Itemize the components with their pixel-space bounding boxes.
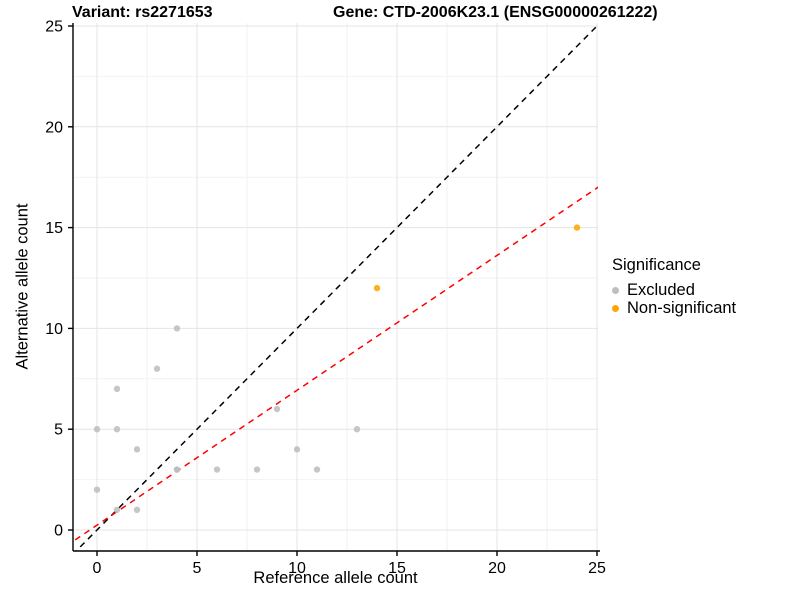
- data-point: [113, 426, 121, 433]
- y-axis-title: Alternative allele count: [13, 203, 32, 370]
- identity-line: [75, 23, 598, 551]
- x-tick-label: 15: [388, 560, 406, 577]
- x-tick-label: 10: [288, 560, 306, 577]
- data-point: [113, 506, 121, 514]
- y-tick-label: 15: [45, 220, 63, 237]
- legend-item-label: Non-significant: [627, 298, 737, 317]
- data-point: [153, 365, 161, 372]
- data-point: [93, 426, 101, 433]
- legend-items: Excluded Non-significant: [612, 281, 736, 317]
- y-tick-label: 10: [45, 321, 63, 338]
- legend-swatch-icon: [612, 286, 619, 294]
- legend-title: Significance: [612, 256, 701, 274]
- x-tick-label: 20: [488, 560, 506, 577]
- y-tick-label: 25: [45, 19, 63, 36]
- x-axis-title: Reference allele count: [253, 569, 418, 587]
- data-point: [353, 426, 361, 433]
- y-tick-label: 5: [54, 422, 63, 439]
- legend-item: Non-significant: [612, 299, 736, 317]
- data-point: [573, 224, 581, 231]
- data-point: [173, 325, 181, 332]
- x-tick-label: 25: [588, 560, 606, 577]
- data-point: [293, 446, 301, 453]
- data-point: [133, 446, 141, 453]
- regression-line: [73, 186, 598, 543]
- x-tick-label: 5: [193, 560, 202, 577]
- data-point: [133, 506, 141, 514]
- data-point: [113, 385, 121, 393]
- legend-item: Excluded: [612, 281, 736, 299]
- plot-title-gene: Gene: CTD-2006K23.1 (ENSG00000261222): [333, 4, 658, 21]
- legend: Significance Excluded Non-significant: [612, 256, 736, 317]
- legend-swatch-icon: [612, 304, 619, 312]
- data-point: [373, 284, 381, 292]
- data-point: [253, 466, 261, 473]
- data-point: [173, 466, 181, 473]
- data-point: [313, 466, 321, 473]
- data-point: [273, 405, 281, 413]
- y-tick-label: 20: [45, 119, 63, 136]
- plot-title-variant: Variant: rs2271653: [72, 4, 213, 21]
- y-tick-label: 0: [54, 523, 63, 540]
- legend-item-label: Excluded: [627, 280, 695, 299]
- data-point: [213, 466, 221, 473]
- x-tick-label: 0: [93, 560, 102, 577]
- data-point: [93, 486, 101, 493]
